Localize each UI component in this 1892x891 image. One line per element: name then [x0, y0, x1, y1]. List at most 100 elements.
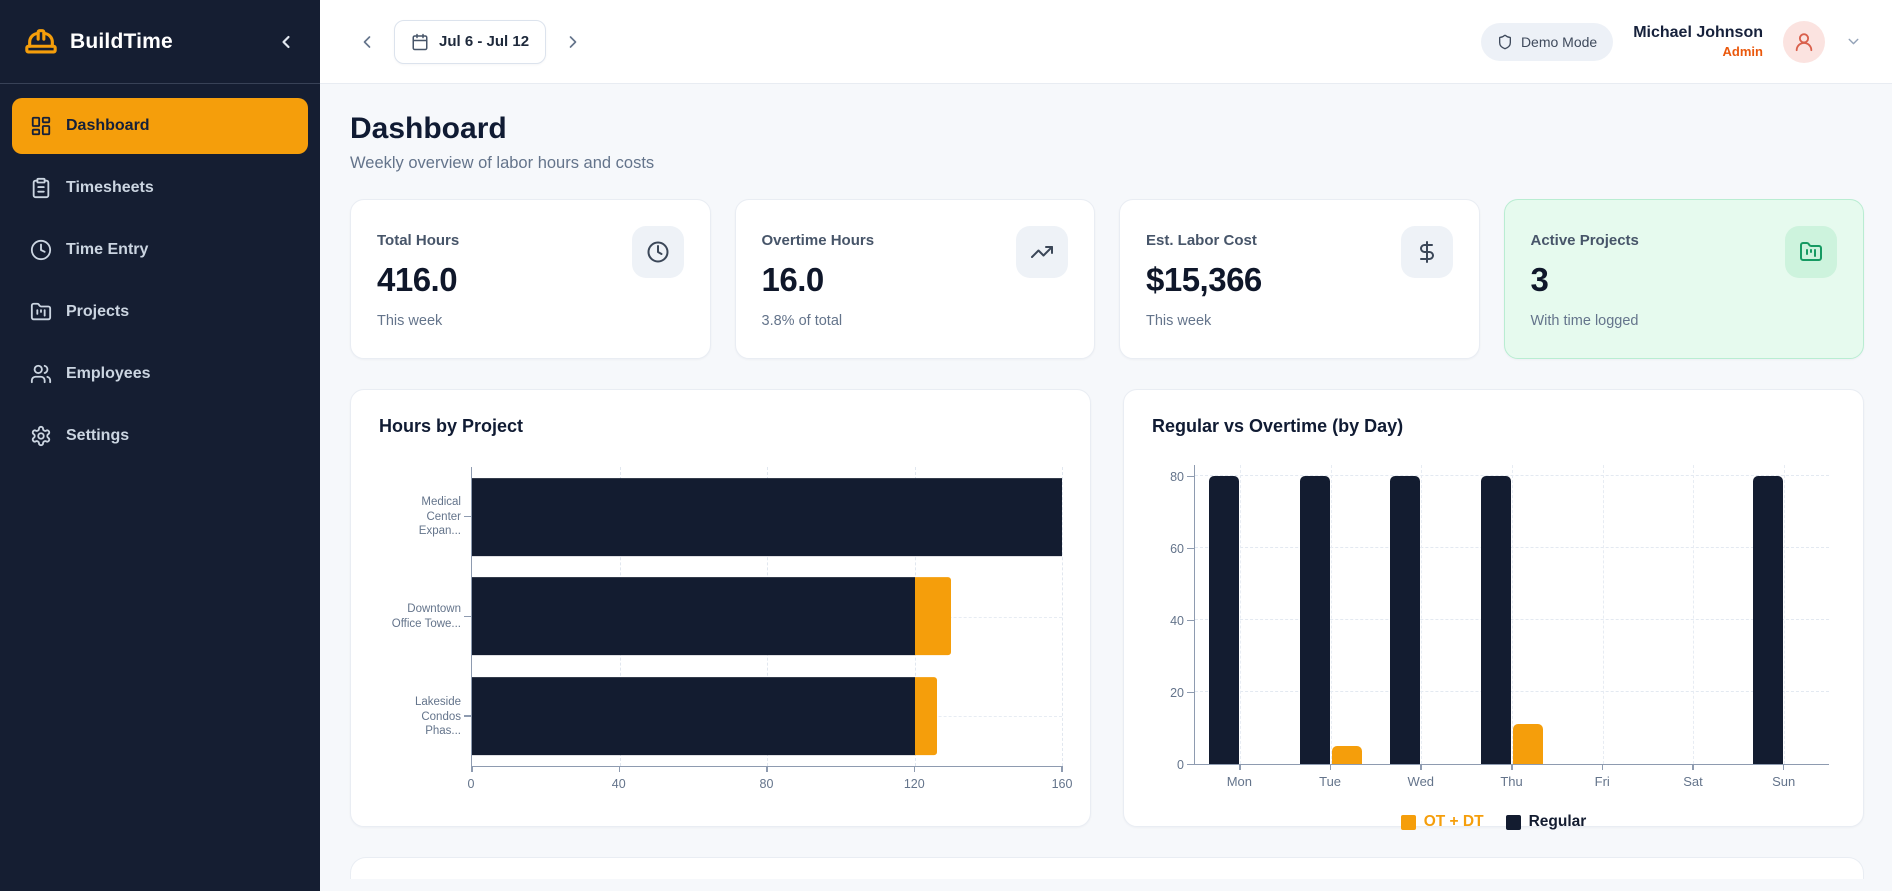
sidebar-item-label: Employees	[66, 365, 151, 382]
stat-sub: This week	[1146, 313, 1212, 329]
gridline	[1693, 465, 1695, 764]
stat-value: 416.0	[377, 261, 458, 298]
y-tick-label: 40	[1170, 614, 1184, 628]
next-week-button[interactable]	[556, 25, 590, 59]
logo-row: BuildTime	[0, 0, 320, 84]
charts-row: Hours by Project Medical Center Expan... Do…	[350, 389, 1864, 830]
stat-value: 16.0	[761, 261, 825, 298]
clock-icon	[30, 239, 52, 261]
legend-swatch-regular	[1505, 814, 1521, 830]
page-subtitle: Weekly overview of labor hours and costs	[350, 154, 655, 172]
shield-icon	[1497, 34, 1513, 50]
app-name: BuildTime	[70, 29, 173, 53]
sidebar-item-dashboard[interactable]: Dashboard	[12, 98, 308, 154]
chevron-left-icon	[363, 35, 371, 48]
chevron-right-icon	[569, 35, 577, 48]
demo-mode-badge[interactable]: Demo Mode	[1480, 22, 1614, 61]
axis-tick	[1187, 619, 1194, 621]
page-content: Dashboard Weekly overview of labor hours…	[320, 84, 1892, 891]
stat-card-overtime-hours: Overtime Hours 16.0 3.8% of total	[734, 199, 1095, 359]
sidebar-item-label: Dashboard	[66, 117, 150, 134]
axis-tick	[1601, 764, 1604, 770]
sidebar-item-time-entry[interactable]: Time Entry	[12, 222, 308, 278]
axis-tick	[1420, 764, 1422, 770]
axis-tick	[471, 766, 473, 772]
x-tick-label: 80	[759, 777, 774, 791]
hbar-chart-body: Medical Center Expan... Downtown Office Towe…	[379, 467, 1073, 801]
gridline	[1330, 465, 1332, 764]
sidebar-item-label: Time Entry	[66, 241, 149, 258]
axis-tick	[1511, 764, 1513, 770]
stat-value: 3	[1530, 261, 1549, 298]
avatar[interactable]	[1783, 20, 1825, 63]
gridline	[1062, 467, 1063, 766]
axis-tick	[913, 766, 915, 772]
stat-label: Overtime Hours	[761, 232, 875, 249]
day-label: Fri	[1594, 774, 1610, 789]
bar-group	[472, 577, 1062, 656]
legend-swatch-overtime	[1400, 814, 1416, 830]
bar-regular	[1209, 476, 1240, 764]
stat-sub: With time logged	[1530, 313, 1639, 329]
folder-icon	[1785, 226, 1837, 278]
stat-card-active-projects: Active Projects 3 With time logged	[1503, 199, 1864, 359]
axis-tick	[464, 615, 471, 617]
axis-tick	[1061, 766, 1063, 772]
sidebar-nav: Dashboard Timesheets Time Entry Projects…	[0, 84, 320, 484]
topbar: Jul 6 - Jul 12 Demo Mode Michael Johnson…	[320, 0, 1892, 84]
day-label: Wed	[1407, 774, 1435, 789]
vbar-y-axis-ticks: 0 20 40 60 80	[1158, 465, 1194, 772]
gridline	[1240, 465, 1242, 764]
bar-overtime	[914, 677, 937, 756]
sidebar-item-timesheets[interactable]: Timesheets	[12, 160, 308, 216]
regular-vs-overtime-chart: Regular vs Overtime (by Day) 0 20 40 60 80 M…	[1123, 389, 1864, 830]
stat-label: Total Hours	[377, 232, 460, 249]
bar-regular	[472, 577, 915, 656]
axis-tick	[1187, 691, 1194, 693]
chart-title: Hours by Project	[379, 416, 524, 436]
axis-tick	[1329, 764, 1332, 770]
bar-regular	[1390, 476, 1421, 764]
dollar-icon	[1400, 226, 1453, 278]
user-menu-chevron[interactable]	[1845, 33, 1862, 50]
sidebar-item-projects[interactable]: Projects	[12, 284, 308, 340]
bar-regular	[1481, 476, 1511, 764]
hbar-row	[472, 666, 1062, 766]
date-range-picker[interactable]: Jul 6 - Jul 12	[394, 19, 547, 64]
y-tick-label: 0	[1177, 758, 1184, 772]
prev-week-button[interactable]	[350, 25, 384, 59]
trending-up-icon	[1016, 226, 1068, 278]
sidebar-item-employees[interactable]: Employees	[12, 346, 308, 402]
stat-card-labor-cost: Est. Labor Cost $15,366 This week	[1119, 199, 1480, 359]
sidebar-item-settings[interactable]: Settings	[12, 408, 308, 464]
day-label: Sat	[1683, 774, 1703, 789]
gear-icon	[30, 425, 52, 447]
day-label: Tue	[1319, 774, 1342, 789]
stat-label: Est. Labor Cost	[1146, 232, 1257, 249]
folder-kanban-icon	[30, 301, 52, 323]
legend-label: Regular	[1528, 813, 1587, 830]
stat-value: $15,366	[1146, 261, 1262, 298]
chevron-left-icon	[282, 35, 290, 48]
day-label: Thu	[1500, 774, 1523, 789]
sidebar-collapse-button[interactable]	[276, 32, 296, 52]
chevron-down-icon	[1848, 38, 1859, 45]
hbar-category-label: Lakeside Condos Phas...	[414, 695, 461, 738]
axis-tick	[1187, 547, 1194, 549]
hbar-row	[472, 567, 1062, 667]
hbar-x-axis-ticks: 0 40 80 120 160	[468, 767, 1073, 801]
sidebar-item-label: Timesheets	[66, 179, 154, 196]
axis-tick	[464, 515, 471, 518]
demo-mode-label: Demo Mode	[1520, 33, 1598, 50]
hbar-category-labels: Medical Center Expan... Downtown Office Towe…	[379, 467, 471, 767]
bar-overtime	[1331, 746, 1362, 764]
gridline	[1602, 465, 1604, 764]
vbar-day-labels: Mon Tue Wed Thu Fri Sat Sun	[1194, 765, 1829, 797]
axis-tick	[1782, 764, 1785, 770]
axis-tick	[618, 766, 620, 772]
gridline	[1421, 465, 1423, 764]
calendar-icon	[411, 33, 429, 51]
hbar-plot-area	[464, 467, 1063, 772]
axis-tick	[1187, 475, 1194, 477]
legend-item: OT + DT	[1400, 813, 1484, 831]
